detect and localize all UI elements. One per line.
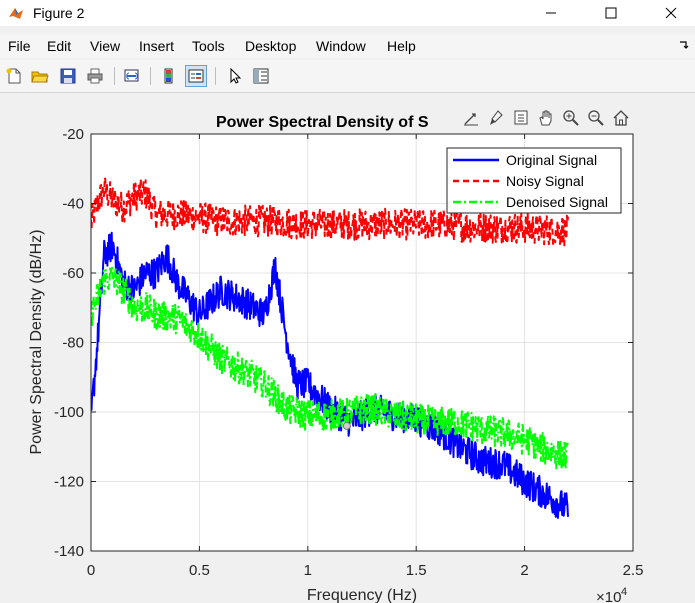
menu-view[interactable]: View <box>90 38 121 54</box>
export-button[interactable] <box>460 107 482 129</box>
series-line-denoised-signal <box>91 265 569 471</box>
toolbar-separator <box>150 67 151 85</box>
x-tick-label: 2.5 <box>623 562 644 579</box>
y-tick-label: -20 <box>62 126 84 143</box>
x-exponent-power: 4 <box>621 586 627 598</box>
minimize-button[interactable] <box>528 0 574 26</box>
x-tick-label: 1 <box>304 562 312 579</box>
save-icon <box>60 68 76 84</box>
link-plot-icon <box>124 69 139 82</box>
data-tips-icon <box>514 110 528 125</box>
print-icon <box>87 68 103 84</box>
save-button[interactable] <box>57 65 79 87</box>
home-icon <box>613 110 629 126</box>
close-icon <box>665 7 677 19</box>
pan-icon <box>539 110 552 126</box>
open-file-icon <box>31 71 49 83</box>
insert-colorbar-icon <box>164 68 173 84</box>
menu-desktop[interactable]: Desktop <box>245 38 297 54</box>
insert-legend-icon <box>188 69 204 83</box>
open-file-button[interactable] <box>29 65 51 87</box>
print-button[interactable] <box>84 65 106 87</box>
dock-arrow-icon[interactable] <box>679 40 689 50</box>
legend: Original Signal Noisy Signal Denoised Sign… <box>446 147 622 214</box>
x-tick-label: 0 <box>87 562 95 579</box>
menu-help[interactable]: Help <box>387 38 416 54</box>
x-tick-label: 1.5 <box>406 562 427 579</box>
y-tick-label: -100 <box>54 404 84 421</box>
x-tick-label: 2 <box>520 562 528 579</box>
y-tick-label: -120 <box>54 474 84 491</box>
menu-file[interactable]: File <box>8 38 31 54</box>
maximize-icon <box>605 7 617 19</box>
insert-legend-button[interactable] <box>185 65 207 87</box>
y-axis-label: Power Spectral Density (dB/Hz) <box>28 230 45 455</box>
legend-label: Noisy Signal <box>506 173 584 189</box>
property-inspector-icon <box>253 68 269 84</box>
figure-canvas[interactable]: 0 0.5 1 1.5 2 2.5 -140 -120 -100 -80 -60 -40 -20 ×10 4… <box>0 93 695 603</box>
close-button[interactable] <box>648 0 694 26</box>
edit-plot-pointer-icon <box>230 67 242 84</box>
data-marker-point <box>342 421 351 430</box>
maximize-button[interactable] <box>588 0 634 26</box>
series-line-noisy-signal <box>91 176 569 248</box>
toolbar-separator <box>114 67 115 85</box>
export-icon <box>464 113 478 126</box>
menu-bar: File Edit View Insert Tools Desktop Wind… <box>0 34 695 58</box>
menu-window[interactable]: Window <box>316 38 366 54</box>
y-tick-label: -60 <box>62 265 84 282</box>
brush-icon <box>490 110 503 125</box>
menu-tools[interactable]: Tools <box>192 38 225 54</box>
zoom-out-button[interactable] <box>585 107 607 129</box>
insert-colorbar-button[interactable] <box>158 65 180 87</box>
psd-plot[interactable]: 0 0.5 1 1.5 2 2.5 -140 -120 -100 -80 -60 -40 -20 ×10 4… <box>0 93 695 603</box>
y-tick-label: -80 <box>62 335 84 352</box>
matlab-logo-icon <box>9 8 23 19</box>
data-tips-button[interactable] <box>510 107 532 129</box>
zoom-out-icon <box>588 110 604 126</box>
menu-edit[interactable]: Edit <box>47 38 72 54</box>
zoom-in-icon <box>563 110 579 126</box>
figure-toolbar <box>0 60 695 93</box>
minimize-icon <box>546 12 556 14</box>
new-figure-icon <box>6 68 21 84</box>
property-inspector-button[interactable] <box>250 65 272 87</box>
x-tick-label: 0.5 <box>189 562 210 579</box>
window-title: Figure 2 <box>33 5 85 21</box>
legend-label: Original Signal <box>506 152 597 168</box>
menu-insert[interactable]: Insert <box>139 38 175 54</box>
x-axis-label: Frequency (Hz) <box>307 587 417 603</box>
restore-view-button[interactable] <box>610 107 632 129</box>
edit-plot-button[interactable] <box>224 65 246 87</box>
window-title-bar: Figure 2 <box>0 0 695 26</box>
toolbar-separator <box>215 67 216 85</box>
series-line-original-signal <box>91 231 569 519</box>
brush-button[interactable] <box>485 107 507 129</box>
x-exponent-label: ×10 <box>596 589 621 603</box>
y-tick-label: -140 <box>54 543 84 560</box>
zoom-in-button[interactable] <box>560 107 582 129</box>
link-plot-button[interactable] <box>121 65 143 87</box>
chart-title: Power Spectral Density of S <box>216 114 429 131</box>
y-tick-label: -40 <box>62 196 84 213</box>
legend-label: Denoised Signal <box>506 194 608 210</box>
new-figure-button[interactable] <box>3 65 25 87</box>
pan-button[interactable] <box>535 107 557 129</box>
